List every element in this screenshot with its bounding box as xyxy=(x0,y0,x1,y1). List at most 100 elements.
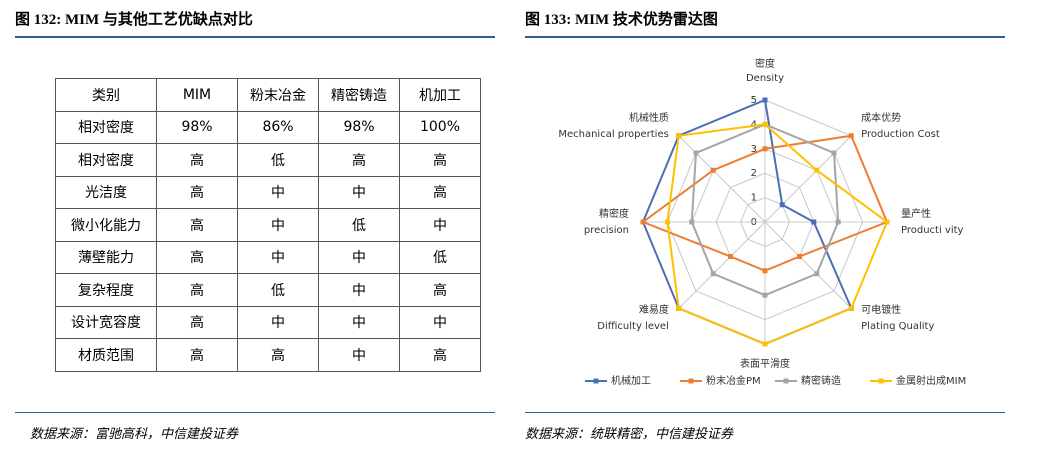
legend-marker xyxy=(688,378,694,384)
table-cell: 高 xyxy=(399,143,481,177)
r-tick-label: 1 xyxy=(751,193,757,204)
title-rule xyxy=(15,36,495,38)
axis-label: 精密度 xyxy=(599,207,629,220)
table-cell: 复杂程度 xyxy=(55,273,157,307)
series-point xyxy=(848,133,854,139)
series-point xyxy=(640,219,646,225)
table-cell: 高 xyxy=(399,338,481,372)
table-cell: 中 xyxy=(318,338,400,372)
table-cell: 低 xyxy=(318,208,400,242)
comparison-table: 类别 MIM 粉末冶金 精密铸造 机加工 相对密度 98% 86% 98% 100% 相对密度高低高… xyxy=(55,78,481,372)
series-point xyxy=(762,268,768,274)
axis-label: 难易度 xyxy=(639,303,669,316)
spoke xyxy=(678,135,766,223)
series-point xyxy=(797,254,803,260)
table-cell: 材质范围 xyxy=(55,338,157,372)
table-row: 光洁度高中中高 xyxy=(55,175,481,209)
series-point xyxy=(710,167,716,173)
table-cell: 中 xyxy=(318,305,400,339)
table-cell: 光洁度 xyxy=(55,175,157,209)
table-cell: 高 xyxy=(399,273,481,307)
table-cell: 高 xyxy=(318,143,400,177)
table-row: 类别 MIM 粉末冶金 精密铸造 机加工 xyxy=(55,78,481,112)
table-cell: 高 xyxy=(156,240,238,274)
axis-label: 成本优势 xyxy=(861,111,901,124)
axis-label: 可电镀性 xyxy=(861,303,901,316)
series-point xyxy=(762,121,768,127)
table-cell: 精密铸造 xyxy=(318,78,400,112)
source-rule xyxy=(525,412,1005,413)
table-cell: 中 xyxy=(318,175,400,209)
axis-label-en: Difficulty level xyxy=(597,321,669,332)
table-cell: 中 xyxy=(318,273,400,307)
source-rule xyxy=(15,412,495,413)
series-point xyxy=(835,219,841,225)
source: 数据来源：统联精密，中信建投证券 xyxy=(525,426,734,441)
axis-label-en: precision xyxy=(584,225,629,236)
table-cell: 高 xyxy=(156,273,238,307)
legend-label: 粉末冶金PM xyxy=(706,374,761,387)
series-point xyxy=(727,254,733,260)
table-cell: 高 xyxy=(399,175,481,209)
series-point xyxy=(664,219,670,225)
table-row: 材质范围高高中高 xyxy=(55,338,481,372)
table-cell: 中 xyxy=(399,305,481,339)
table-cell: 高 xyxy=(156,338,238,372)
series-point xyxy=(884,219,890,225)
spoke xyxy=(764,135,852,223)
axis-label: 机械性质 xyxy=(629,111,669,124)
series-point xyxy=(762,341,768,347)
series-point xyxy=(710,271,716,277)
source: 数据来源：富驰高科，中信建投证券 xyxy=(30,426,239,441)
series-point xyxy=(762,292,768,298)
series-point xyxy=(762,97,768,103)
r-tick-label: 5 xyxy=(751,95,757,106)
spoke xyxy=(764,221,852,309)
table-cell: 微小化能力 xyxy=(55,208,157,242)
series-point xyxy=(811,219,817,225)
table-cell: 机加工 xyxy=(399,78,481,112)
legend-marker xyxy=(878,378,884,384)
r-tick-label: 2 xyxy=(751,168,757,179)
series-point xyxy=(762,146,768,152)
table-cell: 低 xyxy=(237,273,319,307)
table-row: 设计宽容度高中中中 xyxy=(55,305,481,339)
axis-label-en: Plating Quality xyxy=(861,321,934,332)
figure-title: 图 133: MIM 技术优势雷达图 xyxy=(525,12,718,28)
spoke xyxy=(678,221,766,309)
series-point xyxy=(693,150,699,156)
table-row: 复杂程度高低中高 xyxy=(55,273,481,307)
series-point xyxy=(831,150,837,156)
series-point xyxy=(848,305,854,311)
table-cell: 类别 xyxy=(55,78,157,112)
figure-title: 图 132: MIM 与其他工艺优缺点对比 xyxy=(15,12,253,28)
legend-label: 精密铸造 xyxy=(801,374,841,387)
table-cell: 低 xyxy=(399,240,481,274)
axis-label-en: Production Cost xyxy=(861,129,940,140)
table-cell: 低 xyxy=(237,143,319,177)
axis-label-en: Mechanical properties xyxy=(558,129,668,140)
legend-marker xyxy=(593,378,599,384)
table-cell: 中 xyxy=(318,240,400,274)
series-point xyxy=(676,133,682,139)
table-row: 相对密度高低高高 xyxy=(55,143,481,177)
series-point xyxy=(689,219,695,225)
r-tick-label: 3 xyxy=(751,144,757,155)
axis-label-en: Producti vity xyxy=(901,225,964,236)
table-cell: 100% xyxy=(399,110,481,144)
legend-label: 机械加工 xyxy=(611,374,651,387)
legend-marker xyxy=(783,378,789,384)
table-cell: 设计宽容度 xyxy=(55,305,157,339)
table-cell: 98% xyxy=(318,110,400,144)
table-cell: 薄壁能力 xyxy=(55,240,157,274)
table-cell: 粉末冶金 xyxy=(237,78,319,112)
series-point xyxy=(779,202,785,208)
axis-label: 量产性 xyxy=(901,207,931,220)
series-point xyxy=(676,305,682,311)
table-cell: 中 xyxy=(237,305,319,339)
axis-label: 密度 xyxy=(755,57,775,70)
series-point xyxy=(814,271,820,277)
axis-label-en: Density xyxy=(746,73,784,84)
